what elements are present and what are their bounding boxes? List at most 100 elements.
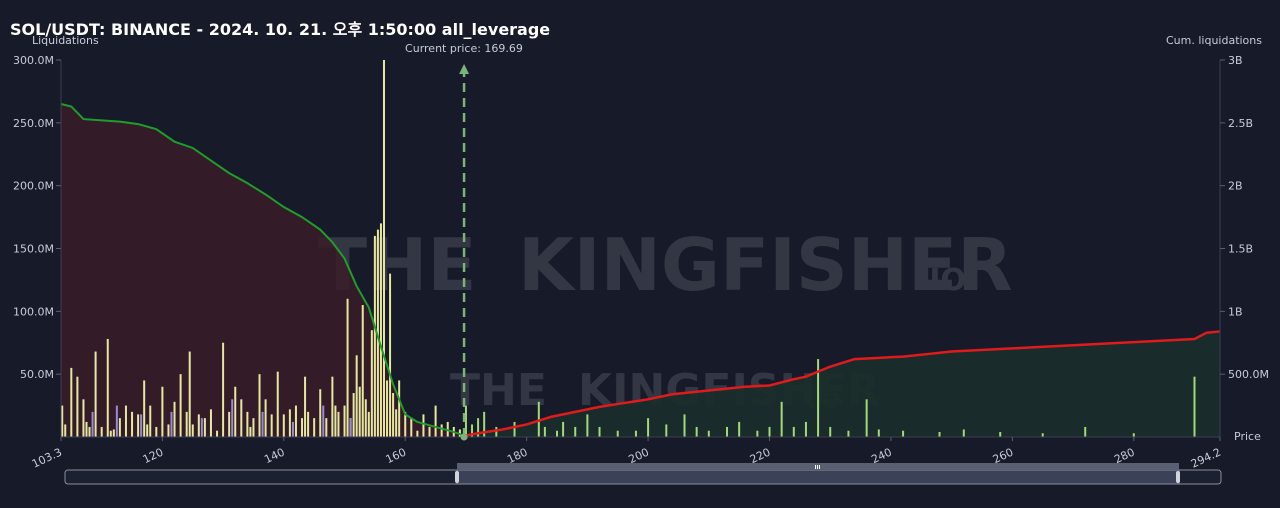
long-liquidation-bar <box>258 374 261 437</box>
long-liquidation-bar <box>395 409 398 437</box>
scrollbar-handle-left[interactable] <box>455 471 459 483</box>
long-liquidation-bar <box>313 418 316 437</box>
current-price-label: Current price: 169.69 <box>405 42 523 55</box>
chart-title: SOL/USDT: BINANCE - 2024. 10. 21. 오후 1:5… <box>10 20 551 39</box>
short-liquidation-bar <box>477 418 480 437</box>
long-liquidation-bar <box>361 305 364 437</box>
long-liquidation-bar <box>191 424 194 437</box>
y-tick-label-left: 100.0M <box>13 305 54 318</box>
y-tick-label-right: 500.0M <box>1228 368 1269 381</box>
long-liquidation-bar <box>398 380 401 437</box>
long-liquidation-bar <box>149 405 152 437</box>
long-liquidation-bar <box>85 421 88 437</box>
long-liquidation-bar <box>252 418 255 437</box>
long-liquidation-bar <box>216 430 219 437</box>
long-liquidation-bar <box>228 411 231 437</box>
watermark-suffix-large: .IO <box>918 263 966 298</box>
short-liquidation-bar <box>829 426 832 437</box>
long-liquidation-bar <box>249 426 252 437</box>
long-liquidation-bar <box>440 424 443 437</box>
cumulative-lines <box>60 103 1221 437</box>
long-liquidation-bar <box>346 298 349 437</box>
long-liquidation-bar-alt <box>140 414 143 437</box>
y-ticks-left: 50.0M 100.0M 150.0M 200.0M 250.0M 300.0M <box>13 54 61 381</box>
long-liquidation-bar-alt <box>291 421 294 437</box>
long-liquidation-bar <box>294 405 297 437</box>
y-tick-label-left: 200.0M <box>13 180 54 193</box>
y-tick-label-left: 150.0M <box>13 243 54 256</box>
short-liquidation-bar <box>707 430 710 437</box>
y-tick-label-left: 50.0M <box>20 368 54 381</box>
short-liquidation-bar <box>817 359 820 437</box>
long-liquidation-bar <box>355 355 358 437</box>
long-liquidation-bar <box>386 380 389 437</box>
long-liquidation-bar <box>70 367 73 437</box>
long-liquidation-bar <box>146 424 149 437</box>
short-liquidation-bar <box>962 429 965 437</box>
short-liquidation-bar <box>1041 433 1044 437</box>
long-liquidation-bar-alt <box>231 399 234 437</box>
long-liquidation-bar <box>61 405 64 437</box>
long-liquidation-bar <box>422 414 425 437</box>
x-tick-label: 103.3 <box>30 446 64 471</box>
long-liquidation-bar <box>331 376 334 437</box>
long-liquidation-bar <box>410 418 413 437</box>
current-price-arrow-icon <box>459 64 470 74</box>
long-liquidation-bar <box>392 393 395 437</box>
long-liquidation-bar <box>234 386 237 437</box>
scrollbar-handle-right[interactable] <box>1176 471 1180 483</box>
long-liquidation-bar <box>364 399 367 437</box>
x-tick-label: 120 <box>141 446 166 467</box>
cum-long-line <box>60 103 465 437</box>
long-liquidation-bar <box>100 426 103 437</box>
short-liquidation-bar <box>1132 433 1135 437</box>
short-liquidation-bar <box>616 430 619 437</box>
long-liquidation-bar <box>82 399 85 437</box>
short-liquidation-bar <box>726 426 729 437</box>
long-liquidation-bar <box>404 411 407 437</box>
watermark-kingfisher-large: KINGFISHER <box>518 223 1013 307</box>
long-liquidation-bar <box>389 273 392 437</box>
long-liquidation-bar <box>358 386 361 437</box>
short-liquidation-bar <box>471 424 474 437</box>
long-liquidation-bar <box>428 426 431 437</box>
long-liquidation-bar <box>76 376 79 437</box>
long-liquidation-bar <box>319 389 322 437</box>
long-liquidation-bar <box>118 418 121 437</box>
y-tick-label-left: 300.0M <box>13 54 54 67</box>
long-liquidation-bar <box>109 430 112 437</box>
long-liquidation-bar <box>240 399 243 437</box>
long-liquidation-bar <box>167 424 170 437</box>
short-liquidation-bar <box>598 426 601 437</box>
x-tick-label: 160 <box>384 446 409 467</box>
long-liquidation-bar-alt <box>200 418 203 437</box>
x-tick-label: 294.2 <box>1189 446 1223 471</box>
long-liquidation-bar <box>137 414 140 437</box>
long-liquidation-bar <box>382 60 385 437</box>
short-liquidation-bar <box>647 418 650 437</box>
short-liquidation-bar <box>665 424 668 437</box>
short-liquidation-bar <box>464 405 467 437</box>
short-liquidation-bar <box>792 426 795 437</box>
short-liquidation-bar <box>562 421 565 437</box>
long-liquidation-bar <box>161 386 164 437</box>
short-liquidation-bar <box>513 421 516 437</box>
long-liquidation-bar-alt <box>91 411 94 437</box>
scrollbar-thumb[interactable] <box>456 469 1180 485</box>
long-liquidation-bar <box>197 414 200 437</box>
short-liquidation-bar <box>780 401 783 437</box>
scrollbar-grip-icon[interactable] <box>815 465 820 469</box>
y-tick-label-right: 1.5B <box>1228 243 1253 256</box>
y-axis-label-right: Cum. liquidations <box>1166 34 1262 47</box>
short-liquidation-bar <box>938 431 941 437</box>
x-tick-label: 140 <box>262 446 287 467</box>
range-scrollbar[interactable] <box>64 463 1222 485</box>
long-liquidation-bar <box>64 424 67 437</box>
long-liquidation-bar <box>334 405 337 437</box>
y-ticks-right: 500.0M 1B 1.5B 2B 2.5B 3B <box>1220 54 1269 381</box>
long-liquidation-bar-alt <box>115 405 118 437</box>
short-liquidation-bar <box>683 414 686 437</box>
long-liquidation-bar <box>416 430 419 437</box>
short-liquidation-bar <box>574 426 577 437</box>
